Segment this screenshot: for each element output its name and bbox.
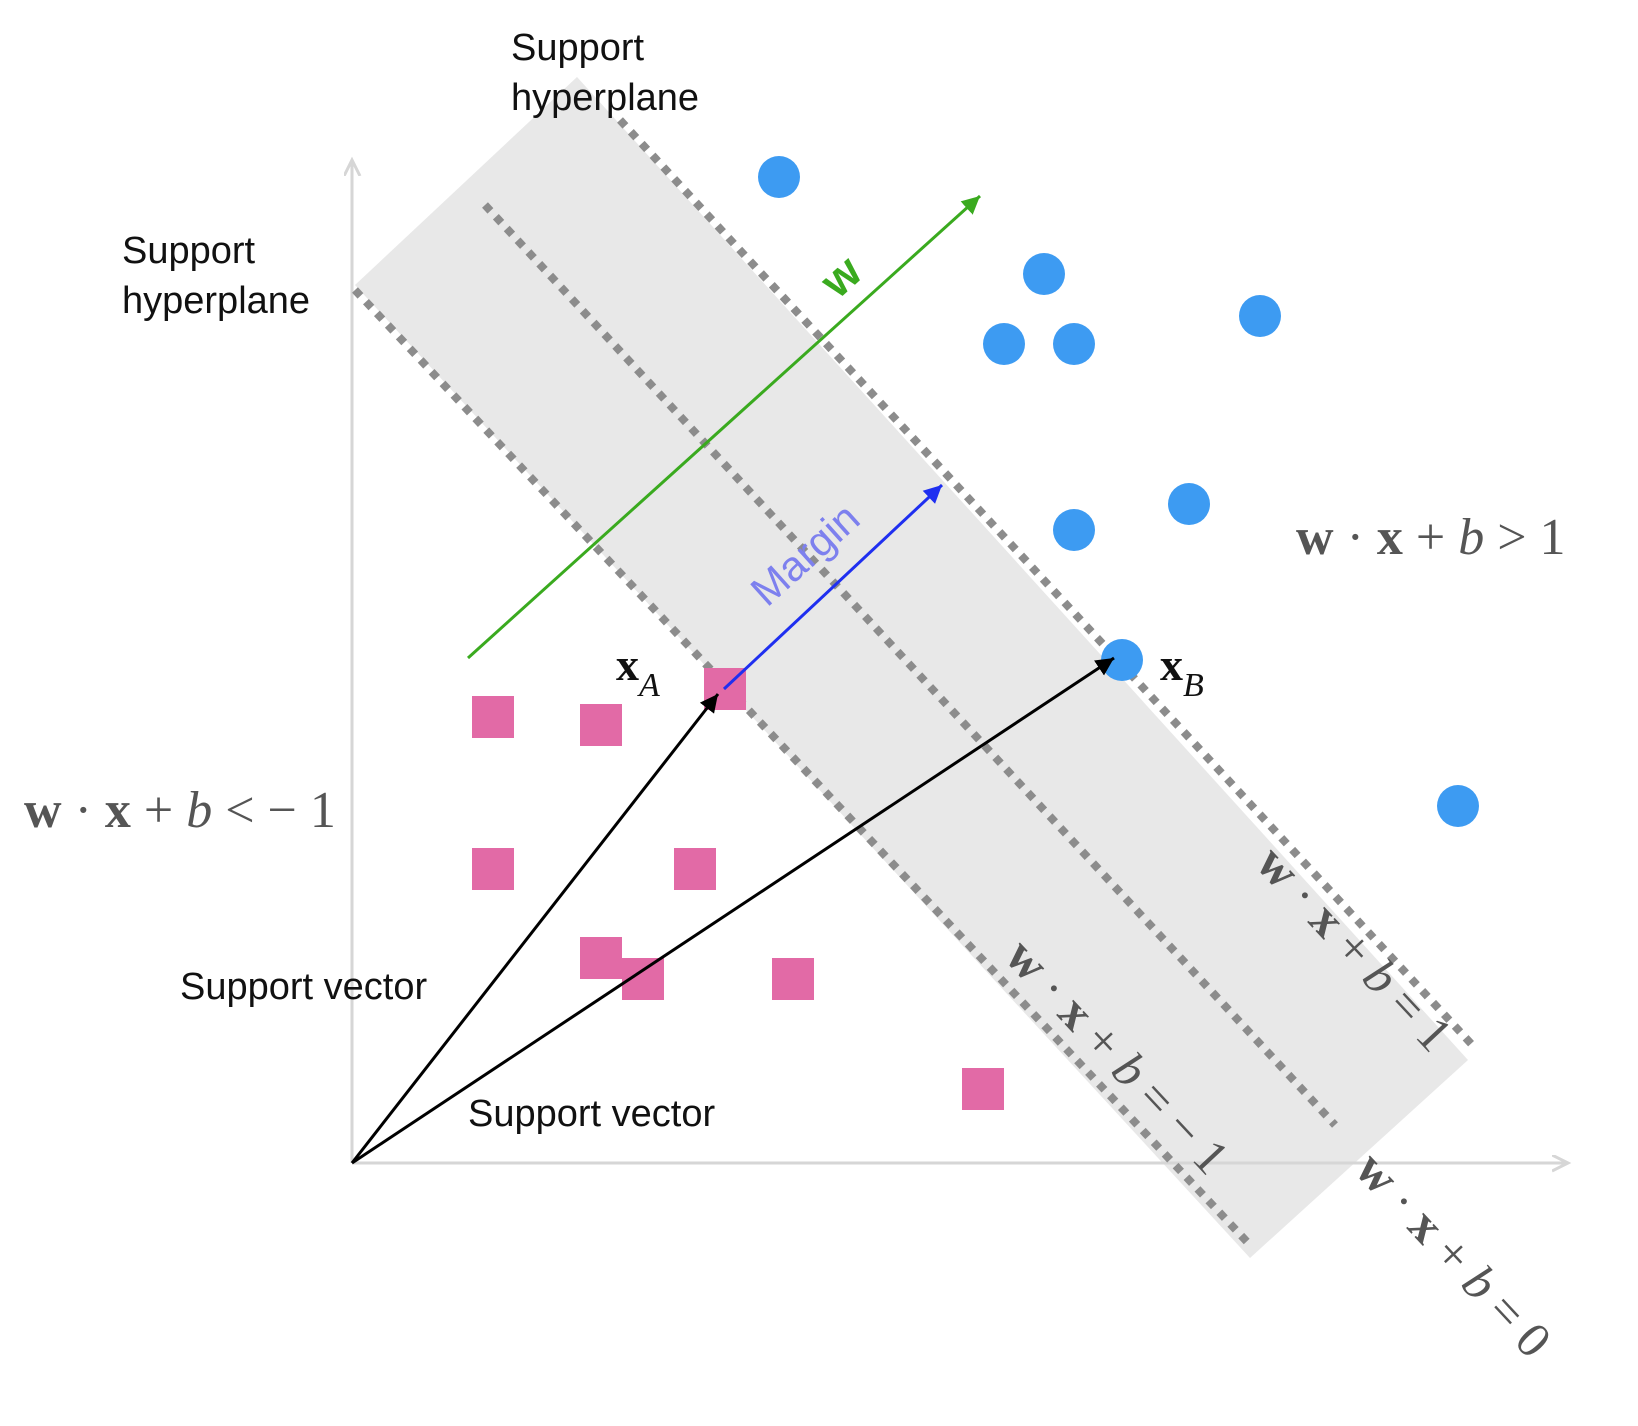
positive-point [1053,323,1095,365]
positive-point [1168,483,1210,525]
positive-point [758,156,800,198]
negative-point [472,696,514,738]
support-vector-label-b: Support vector [468,1093,715,1135]
support-hyperplane-top-label: Support hyperplane [511,27,699,119]
support-vector-label-a: Support vector [180,966,427,1008]
support-hyperplane-left-label: Support hyperplane [122,230,310,322]
positive-point [1023,253,1065,295]
hyperplane-zero-line [482,202,1338,1128]
positive-point [983,323,1025,365]
w-vector-arrow [466,194,982,660]
negative-point [580,704,622,746]
hyperplane-plus-one-line [617,117,1478,1051]
negative-point [674,848,716,890]
negative-point [962,1068,1004,1110]
negative-class-points [472,668,1004,1110]
positive-point [1437,785,1479,827]
negative-point [772,958,814,1000]
positive-point [1239,295,1281,337]
xB-label: xB [1160,639,1204,704]
positive-region-equation: w · x + b > 1 [1296,509,1566,566]
xA-label: xA [616,639,660,704]
vector-to-xB [351,656,1115,1165]
negative-point [580,937,622,979]
margin-arrow [722,483,944,691]
hyperplane-minus-one-equation: w · x + b = − 1 [995,927,1240,1185]
hyperplane-minus-one-line [352,287,1253,1248]
negative-point [472,848,514,890]
support-vector-positive [1101,639,1143,681]
positive-point [1053,509,1095,551]
vector-to-xA [350,693,720,1164]
hyperplane-zero-equation: w · x + b = 0 [1345,1140,1563,1368]
negative-region-equation: w · x + b < − 1 [24,782,336,839]
w-vector-label: w [809,245,871,308]
